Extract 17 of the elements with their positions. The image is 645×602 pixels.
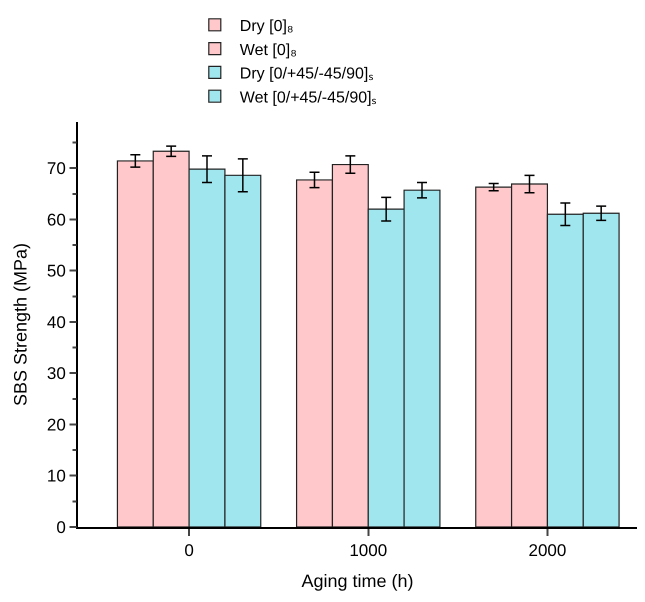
y-tick-label: 10 [46,466,66,486]
y-tick-label: 0 [56,518,66,537]
y-axis-title: SBS Strength (MPa) [10,242,31,406]
legend-label: Wet [0/+45/-45/90]ₛ [240,89,377,106]
y-tick-label: 60 [46,210,66,230]
x-axis-title: Aging time (h) [301,570,414,591]
legend-label: Dry [0/+45/-45/90]ₛ [240,66,374,83]
x-tick-label: 0 [184,541,194,560]
y-tick-label: 50 [46,262,66,281]
y-tick-label: 70 [46,159,66,178]
y-tick-label: 40 [46,312,66,332]
legend-label: Wet [0]₈ [240,42,297,59]
y-tick-label: 30 [46,364,66,384]
y-tick-label: 20 [46,415,66,434]
x-tick-label: 2000 [528,541,566,560]
legend-label: Dry [0]₈ [240,18,294,36]
x-tick-label: 1000 [349,541,388,560]
